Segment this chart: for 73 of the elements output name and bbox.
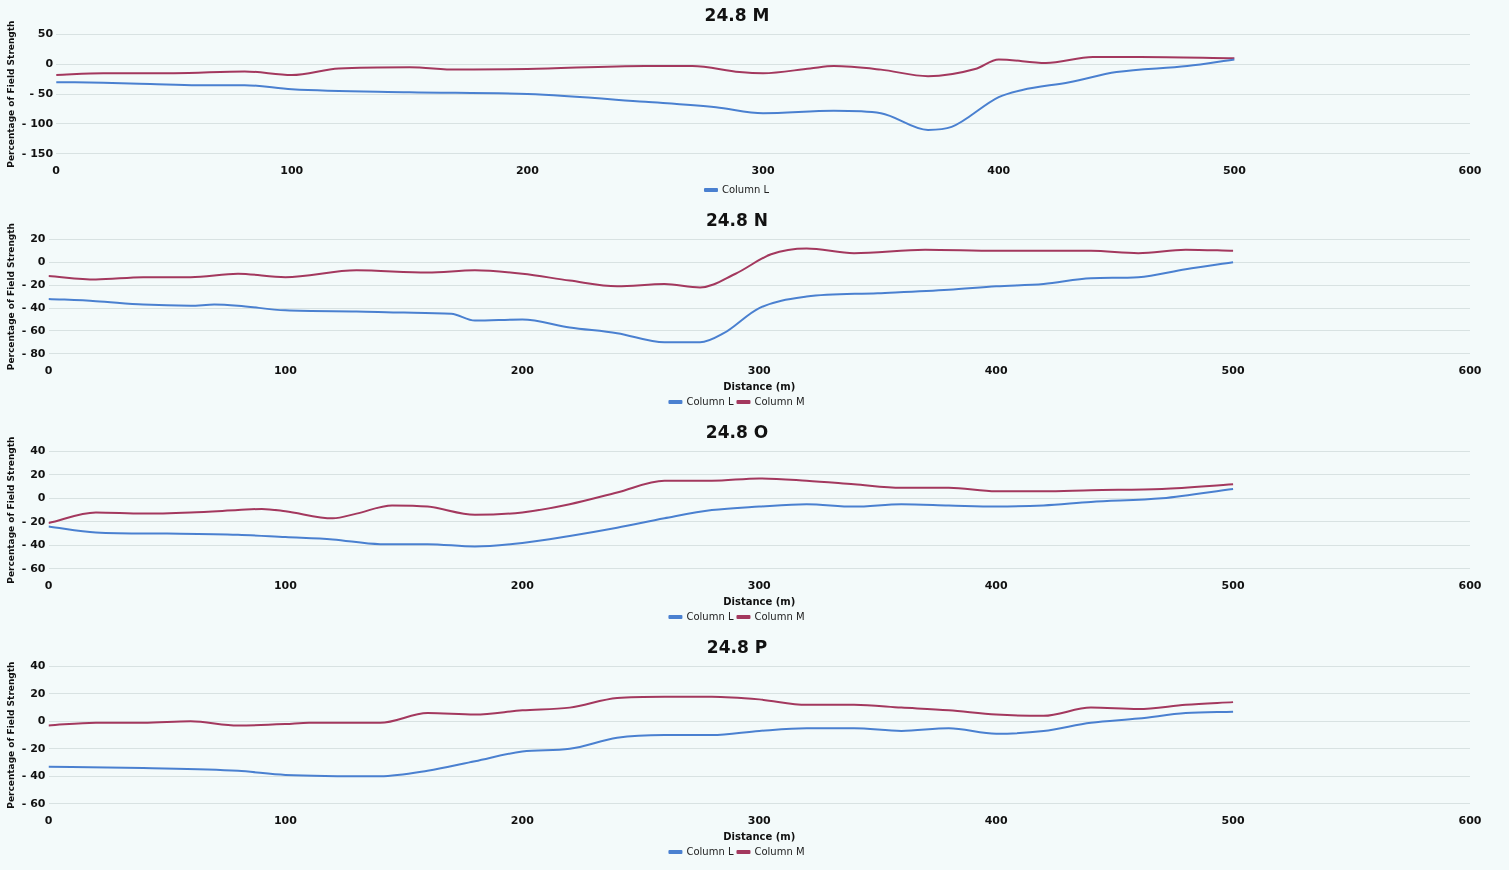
y-tick-label: - 40 — [21, 769, 46, 783]
y-tick-label: 50 — [37, 27, 54, 41]
y-tick-label: 0 — [37, 714, 46, 728]
y-tick-label: - 40 — [21, 538, 46, 552]
x-tick-label: 400 — [984, 364, 1008, 378]
line-series — [48, 261, 1235, 344]
line-series — [48, 695, 1235, 727]
y-tick-label: - 20 — [21, 278, 46, 292]
y-axis-title: Percentage of Field Strength — [5, 20, 16, 168]
line-series — [48, 710, 1235, 778]
chart-title: 24.8 O — [705, 421, 769, 442]
x-tick-label: 500 — [1222, 164, 1247, 178]
y-axis-title: Percentage of Field Strength — [5, 661, 16, 809]
legend-label: Column L — [686, 845, 734, 857]
x-tick-label: 100 — [273, 814, 298, 828]
y-tick-label: - 100 — [21, 116, 54, 130]
x-tick-label: 200 — [515, 164, 540, 178]
y-tick-label: 0 — [45, 57, 54, 71]
x-axis-title: Distance (m) — [723, 830, 796, 842]
legend-label: Column L — [721, 183, 770, 195]
x-tick-label: 600 — [1458, 579, 1482, 593]
x-tick-label: 400 — [984, 814, 1008, 828]
legend-label: Column M — [754, 395, 805, 407]
x-tick-label: 300 — [747, 814, 772, 828]
y-tick-label: 0 — [37, 491, 46, 505]
x-axis-title: Distance (m) — [723, 380, 796, 392]
chart-title: 24.8 P — [706, 636, 768, 657]
y-axis-title: Percentage of Field Strength — [5, 436, 16, 584]
x-tick-label: 200 — [510, 579, 535, 593]
x-tick-label: 300 — [747, 579, 772, 593]
y-tick-label: - 50 — [29, 86, 54, 100]
legend-label: Column M — [754, 845, 805, 857]
x-tick-label: 500 — [1221, 579, 1245, 593]
y-tick-label: 40 — [30, 444, 46, 458]
legend-label: Column L — [686, 610, 734, 622]
line-series — [48, 477, 1235, 525]
x-tick-label: 600 — [1458, 164, 1482, 178]
x-tick-label: 200 — [510, 814, 535, 828]
y-tick-label: - 60 — [21, 561, 46, 575]
y-axis-title: Percentage of Field Strength — [5, 223, 16, 371]
y-tick-label: - 150 — [21, 146, 54, 160]
x-tick-label: 100 — [273, 579, 298, 593]
y-tick-label: - 60 — [21, 796, 46, 810]
x-tick-label: 600 — [1458, 364, 1482, 378]
x-tick-label: 500 — [1221, 364, 1245, 378]
y-tick-label: 20 — [30, 232, 46, 246]
legend-label: Column M — [754, 610, 805, 622]
line-series — [48, 487, 1235, 548]
x-tick-label: 600 — [1458, 814, 1482, 828]
line-series — [56, 58, 1236, 131]
x-axis-title: Distance (m) — [723, 595, 796, 607]
x-tick-label: 200 — [510, 364, 535, 378]
x-tick-label: 500 — [1221, 814, 1245, 828]
x-tick-label: 400 — [984, 579, 1008, 593]
x-tick-label: 300 — [747, 364, 772, 378]
y-tick-label: - 60 — [21, 323, 46, 337]
chart-title: 24.8 N — [705, 209, 769, 230]
y-tick-label: 20 — [30, 467, 46, 481]
x-tick-label: 300 — [751, 164, 775, 178]
y-tick-label: - 80 — [21, 346, 46, 360]
x-tick-label: 100 — [280, 164, 304, 178]
x-tick-label: 100 — [273, 364, 298, 378]
line-series — [48, 247, 1235, 289]
line-series — [56, 56, 1236, 78]
y-tick-label: 40 — [30, 659, 46, 673]
y-tick-label: - 20 — [21, 514, 46, 528]
y-tick-label: - 20 — [21, 741, 46, 755]
y-tick-label: 0 — [37, 255, 46, 269]
chart-title: 24.8 M — [704, 4, 770, 25]
x-tick-label: 400 — [987, 164, 1011, 178]
y-tick-label: - 40 — [21, 300, 46, 314]
legend-label: Column L — [686, 395, 734, 407]
y-tick-label: 20 — [30, 686, 46, 700]
